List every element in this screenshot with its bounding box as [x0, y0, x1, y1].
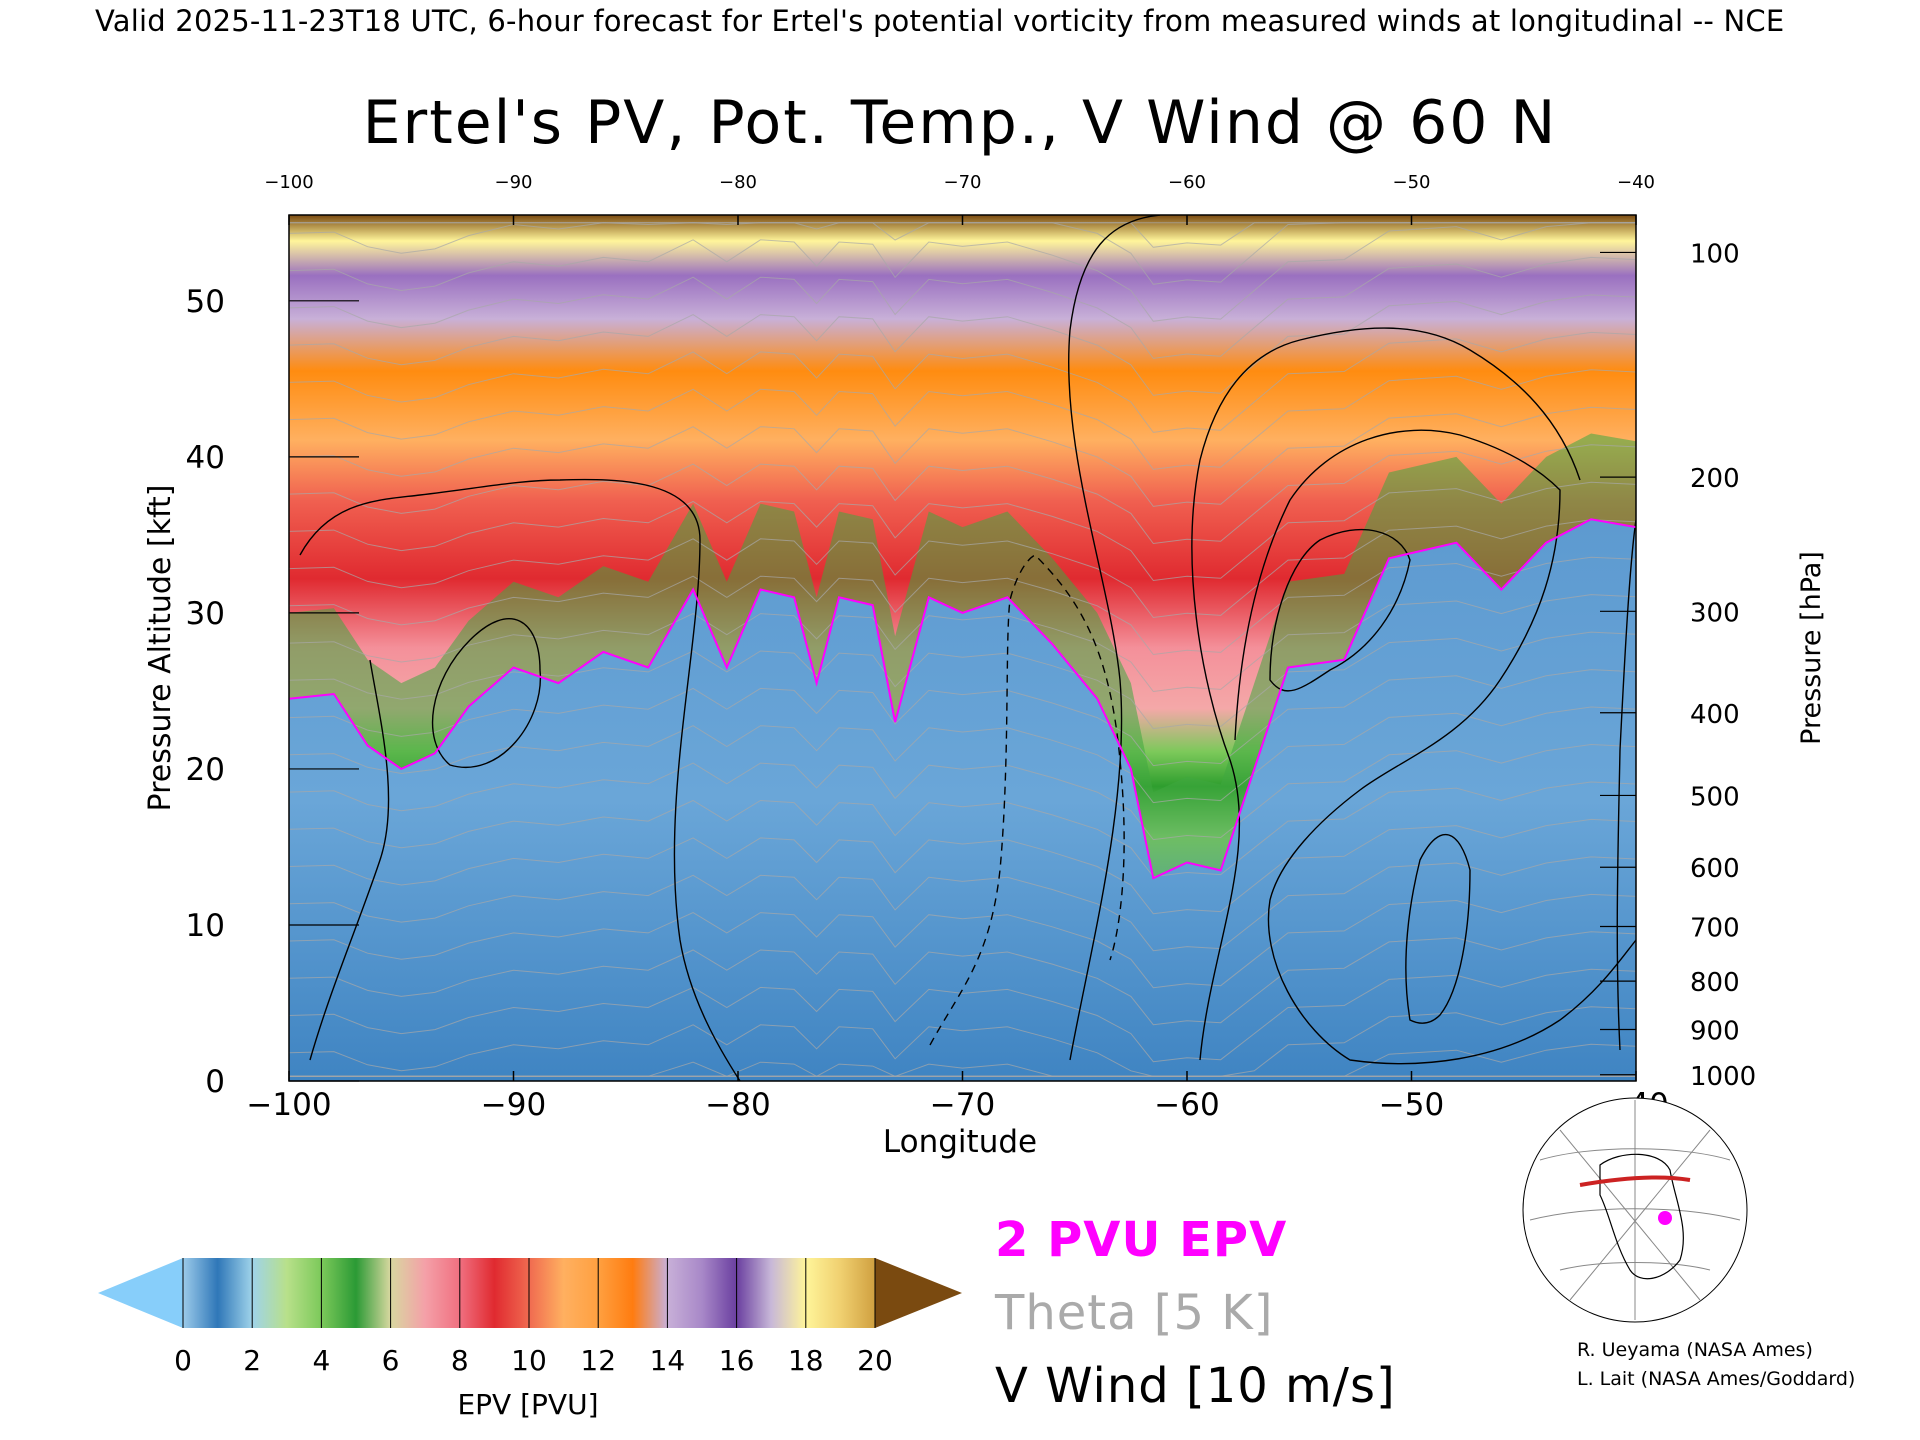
theta-contour-line: [289, 706, 1636, 804]
theta-contour-line: [289, 556, 1636, 656]
colorbar-tick-label: 2: [243, 1344, 261, 1377]
x-top-tick-label: −100: [264, 172, 313, 193]
colorbar-tick-label: 10: [511, 1344, 547, 1377]
v-wind-contour-sw: [309, 659, 390, 1061]
x-top-tick-label: −80: [719, 172, 757, 193]
colorbar-over-arrow: [875, 1258, 962, 1328]
theta-contour-line: [289, 968, 1636, 1063]
v-wind-contour-10-lower-east: [1405, 833, 1471, 1024]
pressure-tick-label: 300: [1690, 598, 1740, 628]
v-wind-contour-east-edge: [1616, 519, 1636, 1051]
y-tick-label: 30: [186, 596, 225, 632]
pressure-tick-label: 600: [1690, 854, 1740, 884]
plot-frame: [288, 214, 1637, 1082]
theta-contour-line: [289, 331, 1636, 433]
colorbar-label: EPV [PVU]: [457, 1388, 598, 1421]
theta-contour-line: [289, 222, 1636, 322]
x-axis-top: −100 −90 −80 −70 −60 −50 −40: [264, 172, 1655, 225]
chart-title: Ertel's PV, Pot. Temp., V Wind @ 60 N: [362, 88, 1558, 158]
colorbar-tick-label: 12: [580, 1344, 616, 1377]
two-pvu-contour: [289, 518, 1636, 880]
y-tick-label: 40: [186, 440, 225, 476]
pressure-tick-label: 1000: [1690, 1062, 1756, 1092]
tropopause-green-band: [289, 433, 1636, 879]
colorbar-tick-label: 0: [174, 1344, 192, 1377]
x-tick-label: −50: [1379, 1087, 1444, 1123]
x-axis-label: Longitude: [883, 1124, 1037, 1160]
x-top-tick-label: −90: [495, 172, 533, 193]
theta-contour-line: [289, 1006, 1636, 1077]
v-wind-contour-0-central: [1068, 215, 1161, 1061]
v-wind-contour-0-west: [299, 478, 741, 1081]
pressure-tick-label: 700: [1690, 914, 1740, 944]
y-tick-label: 50: [186, 284, 225, 320]
legend-v-wind: V Wind [10 m/s]: [995, 1358, 1396, 1414]
theta-contour-line: [289, 818, 1636, 915]
pressure-tick-label: 400: [1690, 700, 1740, 730]
x-tick-label: −80: [705, 1087, 770, 1123]
x-tick-label: −90: [481, 1087, 546, 1123]
theta-contour-line: [289, 1043, 1636, 1077]
theta-contour-line: [289, 594, 1636, 693]
theta-contour-line: [289, 481, 1636, 582]
colorbar-tick-label: 8: [451, 1344, 469, 1377]
v-wind-contour-10-west: [431, 618, 542, 768]
theta-contour-line: [289, 931, 1636, 1026]
colorbar-tick-label: 16: [719, 1344, 755, 1377]
v-wind-contour-neg10: [929, 554, 1125, 1046]
credit-line-2: L. Lait (NASA Ames/Goddard): [1577, 1368, 1856, 1390]
colorbar-tick-label: 6: [382, 1344, 400, 1377]
theta-contour-line: [289, 444, 1636, 545]
y-tick-label: 20: [186, 752, 225, 788]
colorbar-tick-label: 14: [650, 1344, 686, 1377]
theta-contours: [289, 222, 1636, 1077]
colorbar-under-arrow: [98, 1258, 183, 1328]
pressure-tick-label: 200: [1690, 464, 1740, 494]
y-axis-left: 0 10 20 30 40 50: [186, 284, 359, 1100]
theta-contour-line: [289, 893, 1636, 989]
forecast-valid-header: Valid 2025-11-23T18 UTC, 6-hour forecast…: [95, 4, 1785, 38]
colorbar: 0 2 4 6 8 10 12 14 16 18 20 EPV [PVU]: [98, 1258, 962, 1421]
y-axis-label-right: Pressure [hPa]: [1796, 551, 1827, 745]
x-top-tick-label: −40: [1617, 172, 1655, 193]
theta-contour-line: [289, 256, 1636, 359]
pressure-tick-label: 800: [1690, 968, 1740, 998]
theta-contour-line: [289, 856, 1636, 952]
locator-map: [1522, 1097, 1748, 1323]
pressure-tick-label: 500: [1690, 782, 1740, 812]
colorbar-tick-label: 20: [857, 1344, 893, 1377]
theta-contour-line: [289, 519, 1636, 619]
x-tick-label: −100: [246, 1087, 331, 1123]
pressure-tick-label: 100: [1690, 239, 1740, 269]
legend-theta: Theta [5 K]: [995, 1285, 1274, 1341]
colorbar-tick-label: 18: [788, 1344, 824, 1377]
theta-contour-line: [289, 406, 1636, 507]
y-axis-label-left: Pressure Altitude [kft]: [143, 485, 178, 812]
y-tick-label: 10: [186, 908, 225, 944]
x-top-tick-label: −70: [944, 172, 982, 193]
x-top-tick-label: −50: [1393, 172, 1431, 193]
v-wind-contour-30-east: [1269, 528, 1411, 692]
x-tick-label: −70: [930, 1087, 995, 1123]
y-tick-label: 0: [205, 1064, 225, 1100]
theta-contour-line: [289, 369, 1636, 470]
theta-contour-line: [289, 781, 1636, 878]
v-wind-contour-10-east: [1191, 327, 1581, 1061]
credit-line-1: R. Ueyama (NASA Ames): [1577, 1339, 1813, 1361]
theta-contour-line: [289, 743, 1636, 841]
colorbar-tick-label: 4: [312, 1344, 330, 1377]
x-top-tick-label: −60: [1168, 172, 1206, 193]
plot-area: [289, 215, 1636, 1081]
v-wind-contours: [299, 215, 1636, 1081]
pressure-tick-label: 900: [1690, 1017, 1740, 1047]
v-wind-contour-20-east: [1234, 429, 1636, 1065]
y-axis-right: 1000 900 800 700 600 500 400 300 200 100: [1600, 239, 1756, 1092]
theta-contour-line: [289, 669, 1636, 767]
legend-2pvu-epv: 2 PVU EPV: [995, 1212, 1288, 1268]
x-tick-label: −60: [1154, 1087, 1219, 1123]
